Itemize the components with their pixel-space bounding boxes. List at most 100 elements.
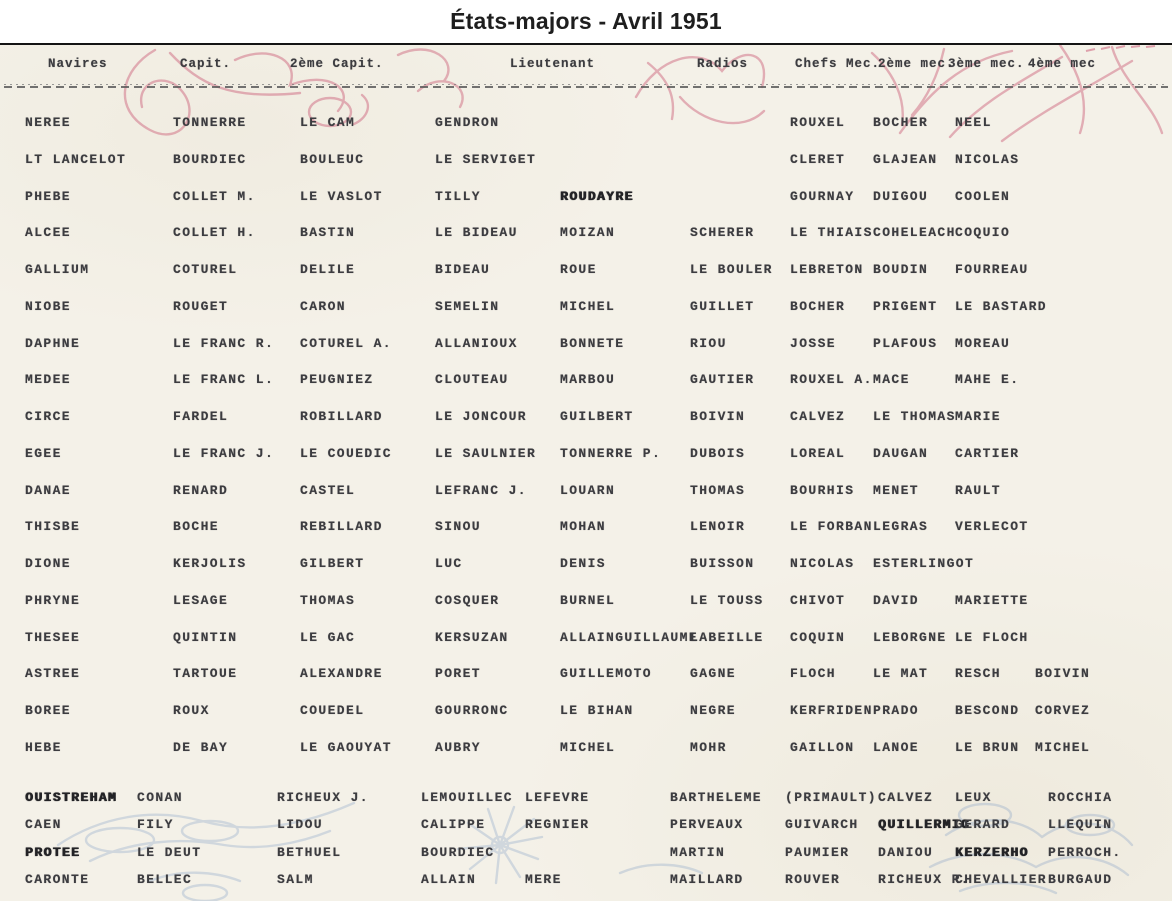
crew-name-cell: BOIVIN (1035, 666, 1091, 681)
crew-name-cell: LE FLOCH (955, 630, 1029, 645)
ship-name-cell: THISBE (25, 519, 81, 534)
crew-name-cell: DELILE (300, 262, 356, 277)
crew-name-cell: GERARD (955, 817, 1011, 832)
crew-name-cell: BUISSON (690, 556, 755, 571)
crew-name-cell: LE GAOUYAT (300, 740, 393, 755)
crew-name-cell: CARTIER (955, 446, 1020, 461)
caption-band: États-majors - Avril 1951 (0, 0, 1172, 43)
crew-name-cell: BIDEAU (435, 262, 491, 277)
crew-name-cell: MICHEL (1035, 740, 1091, 755)
crew-name-cell: BONNETE (560, 336, 625, 351)
crew-name-cell: MARIE (955, 409, 1002, 424)
crew-name-cell: LE VASLOT (300, 189, 383, 204)
crew-name-cell: LE THIAIS (790, 225, 873, 240)
crew-name-cell: TONNERRE (173, 115, 247, 130)
crew-name-cell: CARON (300, 299, 347, 314)
crew-name-cell: (PRIMAULT) (785, 790, 878, 805)
ship-name-cell: EGEE (25, 446, 62, 461)
crew-name-cell: MARBOU (560, 372, 616, 387)
ship-name-cell: DANAE (25, 483, 72, 498)
crew-name-cell: KERSUZAN (435, 630, 509, 645)
crew-name-cell: CHEVALLIER (955, 872, 1048, 887)
crew-name-cell: COTUREL A. (300, 336, 393, 351)
crew-name-cell: PORET (435, 666, 482, 681)
crew-name-cell: COQUIO (955, 225, 1011, 240)
dashed-rule (4, 84, 1168, 88)
crew-name-cell: RAULT (955, 483, 1002, 498)
column-header: Chefs Mec. (795, 57, 881, 71)
crew-name-cell: SCHERER (690, 225, 755, 240)
crew-name-cell: ALLAINGUILLAUME (560, 630, 699, 645)
crew-name-cell: LOREAL (790, 446, 846, 461)
ship-name-cell: DAPHNE (25, 336, 81, 351)
crew-name-cell: COLLET M. (173, 189, 256, 204)
crew-name-cell: CALIPPE (421, 817, 486, 832)
crew-name-cell: PERROCH. (1048, 845, 1122, 860)
crew-name-cell: LE BOULER (690, 262, 773, 277)
crew-name-cell: QUINTIN (173, 630, 238, 645)
crew-name-cell: QUILLERMIC (878, 817, 971, 832)
crew-name-cell: AUBRY (435, 740, 482, 755)
ship-name-cell: NIOBE (25, 299, 72, 314)
ship-name-cell: DIONE (25, 556, 72, 571)
crew-name-cell: LLEQUIN (1048, 817, 1113, 832)
column-header: Radios (697, 57, 749, 71)
ship-name-cell: ALCEE (25, 225, 72, 240)
crew-name-cell: GUIVARCH (785, 817, 859, 832)
column-header: Capit. (180, 57, 232, 71)
ship-name-cell: CIRCE (25, 409, 72, 424)
crew-name-cell: ALLAIN (421, 872, 477, 887)
crew-name-cell: MOHR (690, 740, 727, 755)
crew-name-cell: MERE (525, 872, 562, 887)
crew-name-cell: ROUXEL A. (790, 372, 873, 387)
crew-name-cell: LABEILLE (690, 630, 764, 645)
crew-name-cell: LEUX (955, 790, 992, 805)
column-header: 4ème mec (1028, 57, 1097, 71)
crew-name-cell: RENARD (173, 483, 229, 498)
ship-name-cell: PHEBE (25, 189, 72, 204)
crew-name-cell: LEGRAS (873, 519, 929, 534)
crew-name-cell: BURGAUD (1048, 872, 1113, 887)
ship-name-cell: CAEN (25, 817, 62, 832)
crew-name-cell: BETHUEL (277, 845, 342, 860)
crew-name-cell: ROUXEL (790, 115, 846, 130)
ship-name-cell: THESEE (25, 630, 81, 645)
crew-name-cell: GAILLON (790, 740, 855, 755)
crew-name-cell: FILY (137, 817, 174, 832)
crew-name-cell: LE MAT (873, 666, 929, 681)
crew-name-cell: ROUX (173, 703, 210, 718)
crew-name-cell: BOULEUC (300, 152, 365, 167)
crew-name-cell: MAHE E. (955, 372, 1020, 387)
crew-name-cell: ROCCHIA (1048, 790, 1113, 805)
crew-name-cell: CALVEZ (878, 790, 934, 805)
crew-name-cell: CASTEL (300, 483, 356, 498)
crew-name-cell: MICHEL (560, 299, 616, 314)
crew-name-cell: LE FRANC J. (173, 446, 275, 461)
crew-name-cell: LE SERVIGET (435, 152, 537, 167)
crew-name-cell: ESTERLINGOT (873, 556, 975, 571)
crew-name-cell: KERFRIDEN (790, 703, 873, 718)
crew-name-cell: COHELEACH (873, 225, 956, 240)
crew-name-cell: LE BASTARD (955, 299, 1048, 314)
column-header: Lieutenant (510, 57, 596, 71)
crew-name-cell: REBILLARD (300, 519, 383, 534)
crew-name-cell: DAVID (873, 593, 920, 608)
crew-name-cell: FARDEL (173, 409, 229, 424)
ship-name-cell: LT LANCELOT (25, 152, 127, 167)
crew-name-cell: LE FORBAN (790, 519, 873, 534)
crew-name-cell: ROBILLARD (300, 409, 383, 424)
crew-name-cell: DANIOU (878, 845, 934, 860)
crew-name-cell: DUBOIS (690, 446, 746, 461)
crew-name-cell: BELLEC (137, 872, 193, 887)
crew-name-cell: BARTHELEME (670, 790, 763, 805)
crew-name-cell: FOURREAU (955, 262, 1029, 277)
crew-name-cell: GUILLEMOTO (560, 666, 653, 681)
crew-name-cell: COOLEN (955, 189, 1011, 204)
crew-name-cell: BOUDIN (873, 262, 929, 277)
crew-name-cell: GENDRON (435, 115, 500, 130)
crew-name-cell: MICHEL (560, 740, 616, 755)
crew-name-cell: BASTIN (300, 225, 356, 240)
crew-name-cell: MARTIN (670, 845, 726, 860)
crew-name-cell: PERVEAUX (670, 817, 744, 832)
crew-name-cell: GUILLET (690, 299, 755, 314)
